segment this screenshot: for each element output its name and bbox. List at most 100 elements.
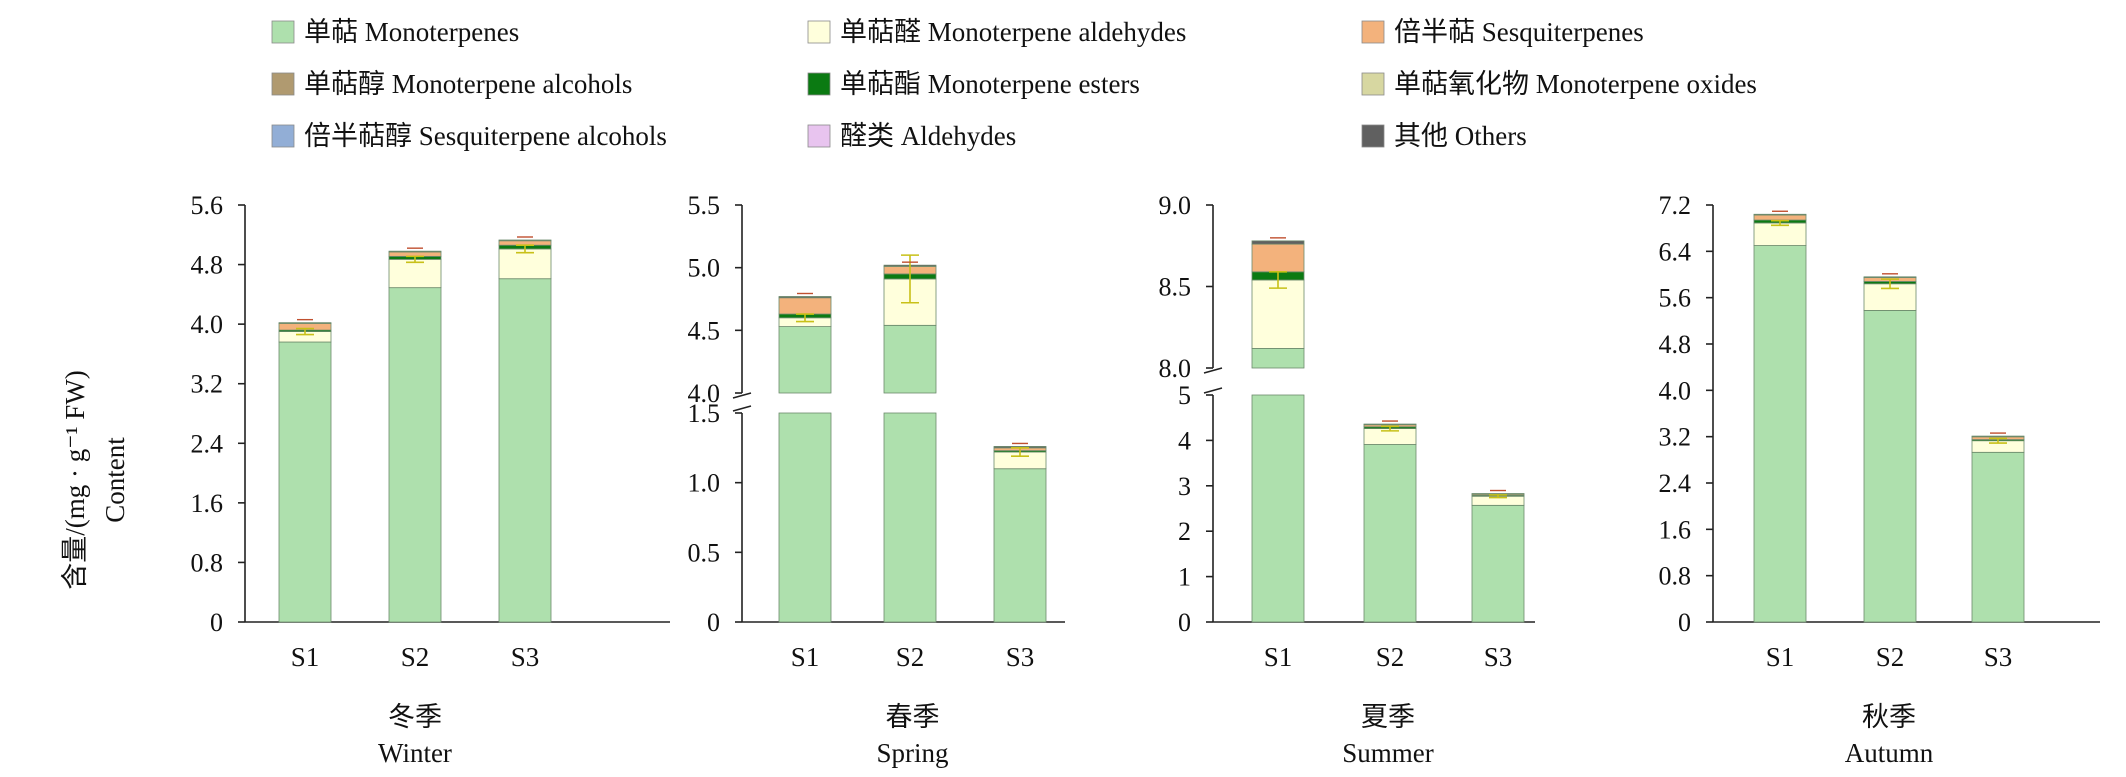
error-bar bbox=[1381, 425, 1399, 432]
error-bar bbox=[796, 313, 814, 323]
error-bar bbox=[296, 327, 314, 336]
bar-segment bbox=[1251, 243, 1305, 273]
bar-s2 bbox=[1863, 273, 1917, 623]
bar-s2 bbox=[388, 247, 442, 623]
error-bar bbox=[516, 244, 534, 254]
bar-segment bbox=[1971, 451, 2025, 623]
bar-segment bbox=[388, 250, 442, 253]
error-bar bbox=[1989, 437, 2007, 444]
bar-segment bbox=[1863, 310, 1917, 623]
error-bar bbox=[1489, 494, 1507, 499]
chart-panels: 0 0.8 1.6 2.4 3.2 4.0 4.8 5.6 S1 S2 S3 冬季 Winter 0 0.5… bbox=[191, 191, 2100, 768]
legend-item: 其他 Others bbox=[1361, 121, 1527, 151]
y-tick-label: 0.8 bbox=[191, 548, 224, 577]
y-tick-label: 0.8 bbox=[1659, 562, 1692, 591]
y-tick-label: 7.2 bbox=[1659, 191, 1692, 220]
y-tick-label: 0 bbox=[1678, 608, 1691, 637]
chart-panel-spring: 0 0.5 1.0 1.54.0 4.5 5.0 5.5 S1 S2 S3 春季 Spring bbox=[688, 191, 1065, 768]
bar-segment bbox=[778, 412, 832, 623]
bar-s1 bbox=[778, 292, 832, 623]
legend-label: 倍半萜 Sesquiterpenes bbox=[1394, 17, 1644, 47]
bar-s3 bbox=[1971, 432, 2025, 623]
x-tick-label: S1 bbox=[791, 642, 820, 672]
bar-s3 bbox=[498, 236, 552, 623]
y-tick-label: 4.8 bbox=[1659, 330, 1692, 359]
bar-segment bbox=[1363, 423, 1417, 426]
y-tick-label: 5.0 bbox=[688, 254, 721, 283]
bar-segment bbox=[993, 468, 1047, 623]
error-bar bbox=[901, 254, 919, 304]
y-tick-label: 5.6 bbox=[191, 191, 224, 220]
bar-s3 bbox=[993, 442, 1047, 623]
y-tick-label: 3.2 bbox=[191, 370, 224, 399]
error-bar bbox=[406, 255, 424, 264]
legend-swatch bbox=[271, 124, 295, 148]
y-axis-label-line2: Content bbox=[100, 437, 130, 523]
bar-s2 bbox=[1363, 420, 1417, 623]
bar-s3 bbox=[1471, 489, 1525, 623]
legend-swatch bbox=[1361, 72, 1385, 96]
x-tick-label: S2 bbox=[1376, 642, 1405, 672]
legend-item: 单萜醇 Monoterpene alcohols bbox=[271, 69, 632, 99]
y-tick-label: 2 bbox=[1178, 517, 1191, 546]
y-tick-label: 1.0 bbox=[688, 469, 721, 498]
y-tick-label: 1.5 bbox=[688, 399, 721, 428]
season-label-cn: 夏季 bbox=[1361, 702, 1415, 732]
y-tick-label: 5.5 bbox=[688, 191, 721, 220]
bar-segment bbox=[278, 341, 332, 623]
x-tick-label: S2 bbox=[896, 642, 925, 672]
y-tick-label: 6.4 bbox=[1659, 237, 1692, 266]
y-tick-label: 1.6 bbox=[1659, 515, 1692, 544]
legend-swatch bbox=[1361, 20, 1385, 44]
axis-break-mark bbox=[732, 392, 752, 412]
bar-segment bbox=[883, 412, 937, 623]
y-tick-label: 0 bbox=[707, 608, 720, 637]
x-tick-label: S3 bbox=[1984, 642, 2013, 672]
chart-panel-autumn: 0 0.8 1.6 2.4 3.2 4.0 4.8 5.6 6.4 7.2 S1 S2 S3 秋季 Autu… bbox=[1659, 191, 2100, 768]
y-tick-label: 0 bbox=[210, 608, 223, 637]
legend-item: 单萜氧化物 Monoterpene oxides bbox=[1361, 69, 1757, 99]
x-tick-label: S3 bbox=[1484, 642, 1513, 672]
bar-segment bbox=[1753, 245, 1807, 623]
legend-item: 单萜 Monoterpenes bbox=[271, 17, 519, 47]
x-tick-label: S1 bbox=[1264, 642, 1293, 672]
y-tick-label: 4 bbox=[1178, 426, 1191, 455]
y-tick-label: 4.5 bbox=[688, 316, 721, 345]
error-bar bbox=[1269, 271, 1287, 289]
y-axis-label-line1: 含量/(mg · g⁻¹ FW) bbox=[60, 370, 90, 590]
season-label-en: Spring bbox=[876, 738, 948, 768]
y-tick-label: 1 bbox=[1178, 563, 1191, 592]
legend: 单萜 Monoterpenes 单萜醇 Monoterpene alcohols 倍… bbox=[271, 17, 1757, 151]
legend-swatch bbox=[1361, 124, 1385, 148]
x-tick-label: S3 bbox=[511, 642, 540, 672]
season-label-cn: 春季 bbox=[886, 702, 940, 732]
legend-label: 其他 Others bbox=[1394, 121, 1527, 151]
bar-segment bbox=[388, 287, 442, 623]
season-label-cn: 秋季 bbox=[1862, 702, 1916, 732]
y-tick-label: 4.0 bbox=[1659, 376, 1692, 405]
bar-segment bbox=[388, 258, 442, 289]
legend-item: 醛类 Aldehydes bbox=[807, 121, 1016, 151]
bar-s1 bbox=[278, 318, 332, 623]
y-axis-label-group: 含量/(mg · g⁻¹ FW) Content bbox=[60, 370, 130, 590]
legend-swatch bbox=[807, 72, 831, 96]
y-tick-label: 4.0 bbox=[688, 379, 721, 408]
y-tick-label: 4.0 bbox=[191, 310, 224, 339]
chart-panel-summer: 0 1 2 3 4 58.0 8.5 9.0 S1 S2 S3 夏季 Summer bbox=[1159, 191, 1535, 768]
x-tick-label: S2 bbox=[1876, 642, 1905, 672]
bar-segment bbox=[498, 278, 552, 623]
y-tick-label: 3 bbox=[1178, 472, 1191, 501]
y-tick-label: 8.5 bbox=[1159, 273, 1192, 302]
bar-segment bbox=[1251, 348, 1305, 369]
legend-label: 单萜酯 Monoterpene esters bbox=[840, 69, 1140, 99]
bar-s2 bbox=[883, 254, 937, 623]
legend-swatch bbox=[807, 124, 831, 148]
axis-break-mark bbox=[1203, 367, 1223, 394]
error-bar bbox=[1881, 278, 1899, 290]
error-bar bbox=[1771, 219, 1789, 227]
legend-swatch bbox=[271, 20, 295, 44]
x-tick-label: S1 bbox=[1766, 642, 1795, 672]
legend-label: 单萜醛 Monoterpene aldehydes bbox=[840, 17, 1186, 47]
bar-segment bbox=[1251, 279, 1305, 349]
bar-segment bbox=[278, 322, 332, 324]
